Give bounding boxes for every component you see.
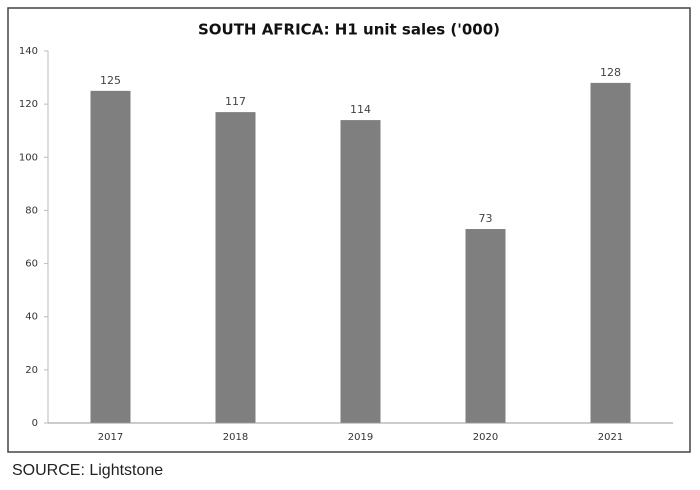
- y-tick-label: 100: [19, 152, 38, 163]
- y-tick-label: 0: [32, 418, 38, 429]
- bar: [90, 90, 131, 423]
- value-label: 114: [350, 103, 371, 116]
- chart: SOUTH AFRICA: H1 unit sales ('000) 0 20 40…: [7, 7, 691, 453]
- y-tick-label: 60: [25, 259, 38, 270]
- value-label: 125: [100, 74, 121, 87]
- value-label: 73: [479, 212, 493, 225]
- x-tick-label: 2017: [98, 432, 123, 443]
- bar: [215, 112, 256, 423]
- source-note: SOURCE: Lightstone: [12, 462, 164, 479]
- y-tick-label: 120: [19, 99, 38, 110]
- value-label: 128: [600, 66, 621, 79]
- bar: [465, 229, 506, 423]
- bar: [590, 82, 631, 423]
- y-tick-label: 40: [25, 312, 38, 323]
- x-tick-label: 2018: [223, 432, 248, 443]
- y-tick-label: 80: [25, 205, 38, 216]
- x-tick-label: 2020: [473, 432, 498, 443]
- chart-title: SOUTH AFRICA: H1 unit sales ('000): [198, 21, 500, 39]
- y-tick-label: 20: [25, 365, 38, 376]
- y-tick-label: 140: [19, 46, 38, 57]
- x-tick-label: 2021: [598, 432, 623, 443]
- value-label: 117: [225, 95, 246, 108]
- x-tick-label: 2019: [348, 432, 373, 443]
- bar: [340, 120, 381, 423]
